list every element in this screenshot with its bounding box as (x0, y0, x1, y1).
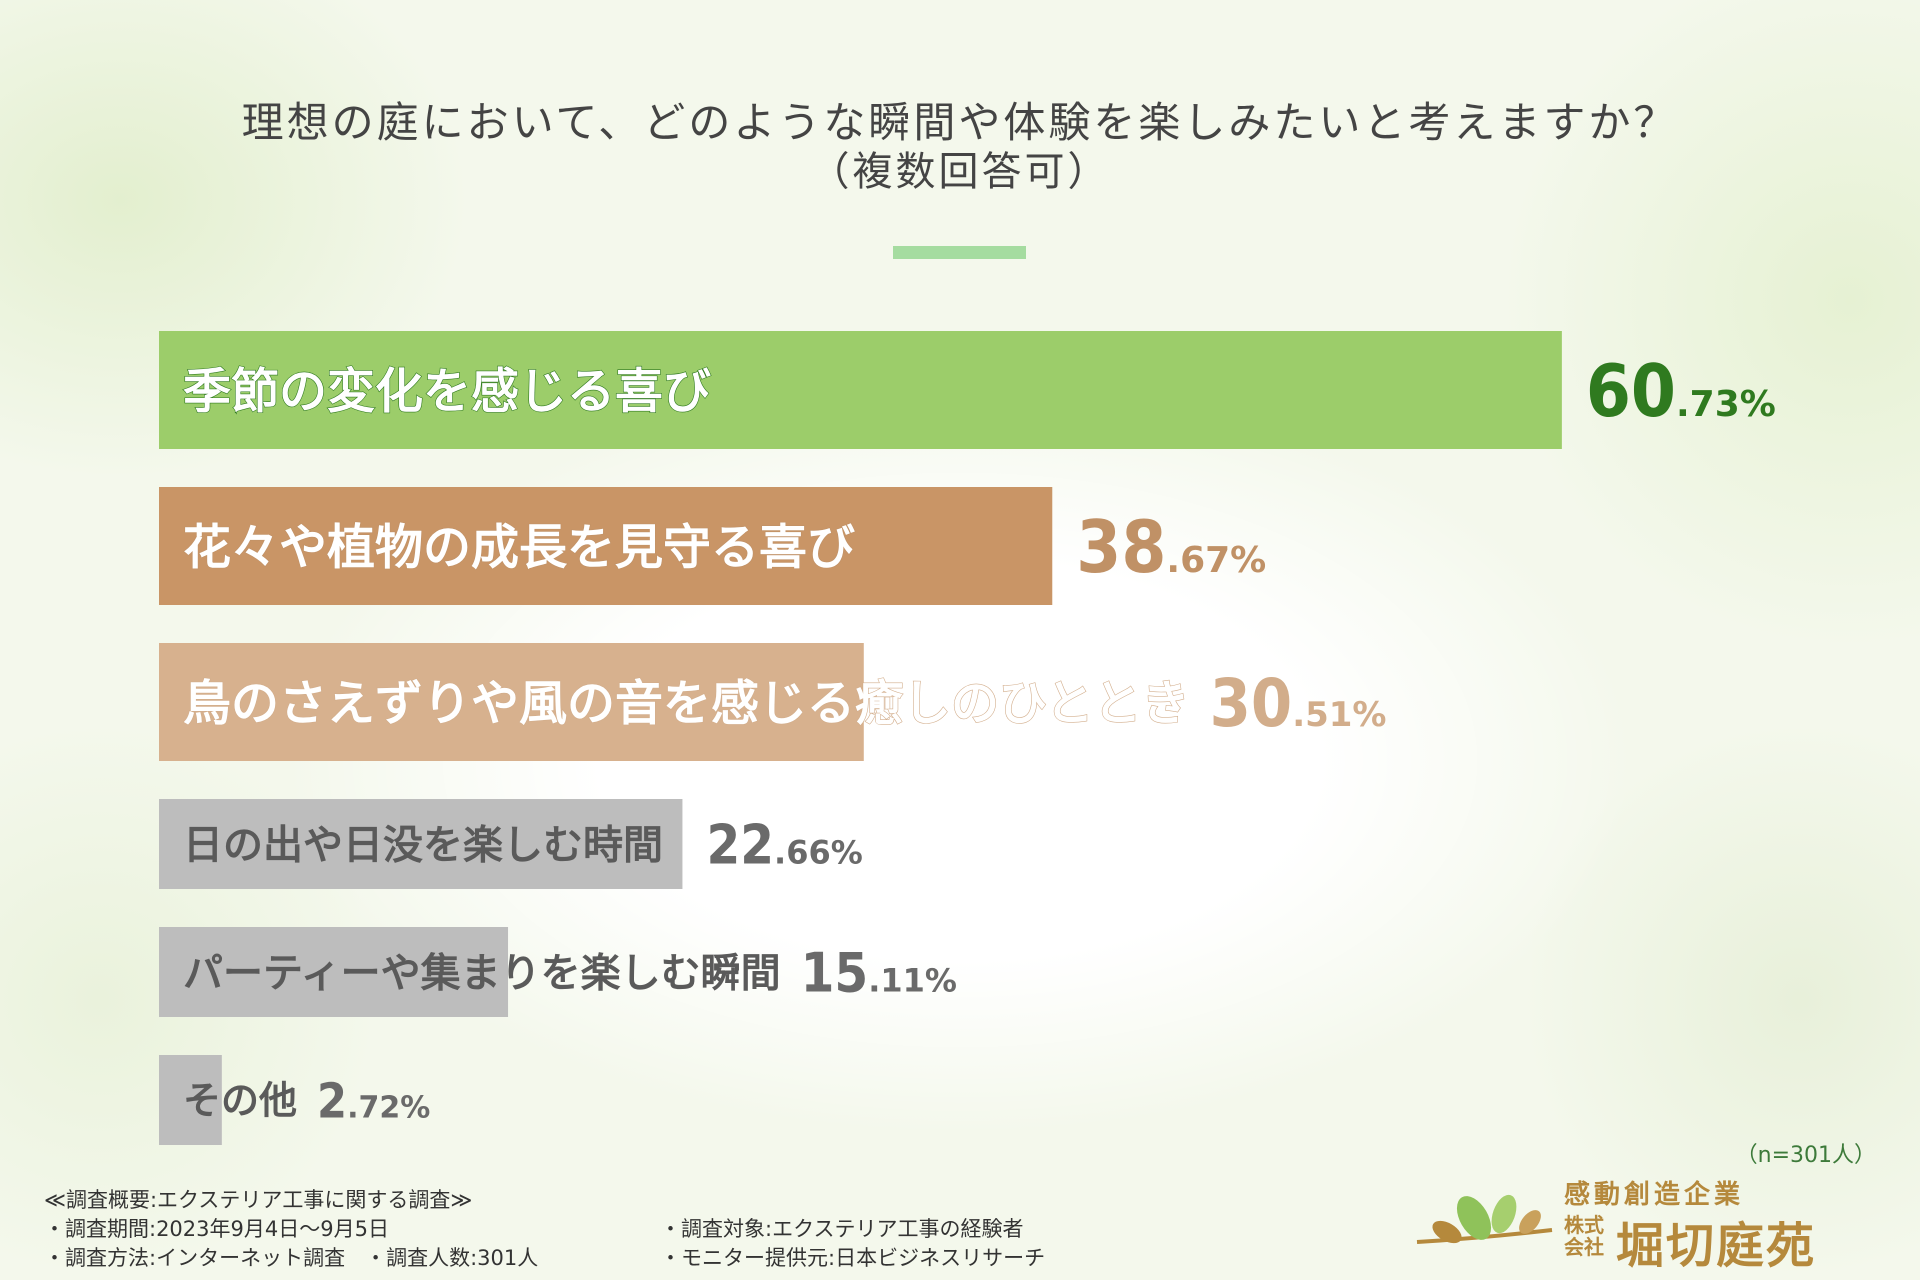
survey-heading: ≪調査概要:エクステリア工事に関する調査≫ (44, 1188, 473, 1212)
category-label-3: 日の出や日没を楽しむ時間 (183, 822, 663, 868)
value-label-3: 22.66% (706, 813, 862, 876)
bar-1 (159, 487, 1053, 605)
bar-4 (159, 927, 509, 1017)
leaf-logo-icon (1416, 1194, 1553, 1244)
bar-2 (159, 643, 864, 761)
category-label-1: 花々や植物の成長を見守る喜び (183, 519, 855, 575)
logo-corp-bottom: 会社 (1564, 1235, 1604, 1259)
logo-corp: 株式 会社 (1564, 1214, 1604, 1258)
logo-corp-top: 株式 (1564, 1213, 1604, 1237)
survey-provider: ・モニター提供元:日本ビジネスリサーチ (660, 1246, 1046, 1270)
bar-3 (159, 799, 683, 889)
company-logo: 感動創造企業 株式 会社 堀切庭苑 (1412, 1170, 1892, 1274)
chart-title: 理想の庭において、どのような瞬間や体験を楽しみたいと考えますか？ (241, 98, 1679, 147)
survey-target: ・調査対象:エクステリア工事の経験者 (660, 1217, 1024, 1241)
logo-tagline: 感動創造企業 (1564, 1180, 1745, 1210)
sample-size-label: （n=301人） (1735, 1143, 1876, 1168)
category-label-0: 季節の変化を感じる喜び (183, 363, 711, 419)
bar-5 (159, 1055, 222, 1145)
category-label-4: パーティーや集まりを楽しむ瞬間 (183, 950, 781, 996)
chart-subtitle: （複数回答可） (809, 149, 1111, 195)
value-label-4: 15.11% (801, 941, 957, 1004)
logo-name: 堀切庭苑 (1616, 1218, 1817, 1274)
survey-count: ・調査人数:301人 (365, 1246, 539, 1270)
bar-0 (159, 331, 1562, 449)
survey-method: ・調査方法:インターネット調査 (44, 1246, 346, 1270)
survey-notes-right: ・調査対象:エクステリア工事の経験者 ・モニター提供元:日本ビジネスリサーチ (660, 1215, 1045, 1273)
value-label-5: 2.72% (317, 1073, 430, 1129)
value-label-1: 38.67% (1076, 505, 1266, 589)
category-label-5: その他 (183, 1079, 297, 1123)
survey-method-line: ・調査方法:インターネット調査 ・調査人数:301人 (44, 1244, 538, 1273)
value-label-0: 60.73% (1586, 349, 1776, 433)
value-label-2: 30.51% (1210, 665, 1387, 742)
title-divider (893, 246, 1026, 259)
survey-period: ・調査期間:2023年9月4日〜9月5日 (44, 1217, 389, 1241)
survey-notes-left: ≪調査概要:エクステリア工事に関する調査≫ ・調査期間:2023年9月4日〜9月… (44, 1186, 538, 1273)
category-label-2: 鳥のさえずりや風の音を感じる癒しのひととき (183, 675, 1190, 731)
